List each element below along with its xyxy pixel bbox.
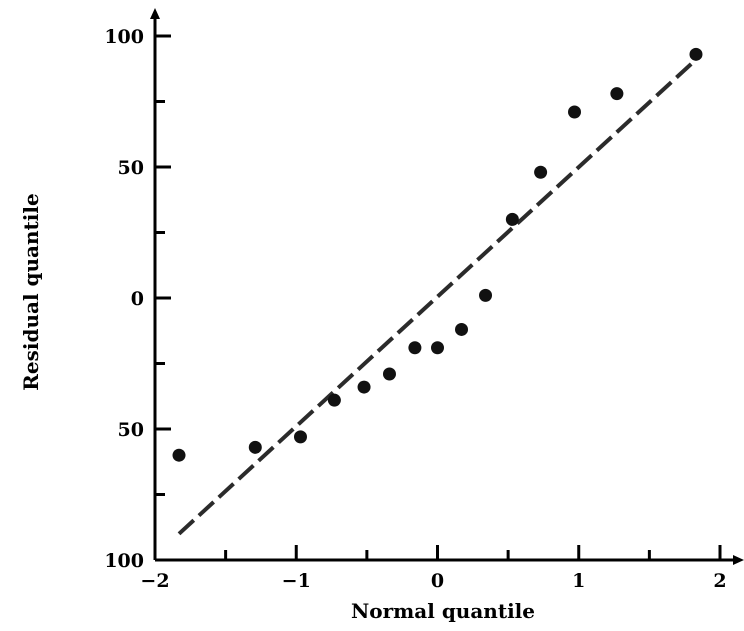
x-tick-label: 1	[572, 570, 585, 592]
reference-line	[177, 58, 698, 536]
y-tick-label: 0	[131, 288, 144, 310]
y-axis-arrow	[150, 8, 160, 19]
data-point	[408, 341, 422, 355]
x-axis-arrow	[733, 555, 744, 565]
x-tick-label: 2	[713, 570, 726, 592]
data-point	[248, 440, 262, 454]
data-point	[568, 105, 582, 119]
x-tick-label: 0	[431, 570, 444, 592]
data-point	[172, 448, 186, 462]
y-tick-label: 50	[118, 157, 144, 179]
tick-labels: −2 −1 0 1 2 100 50 0 50 100	[104, 26, 726, 592]
y-axis-title: Residual quantile	[19, 193, 43, 390]
y-tick-label: 50	[118, 419, 144, 441]
x-axis-title: Normal quantile	[351, 599, 535, 623]
y-tick-label: 100	[104, 550, 144, 572]
data-point	[293, 430, 307, 444]
data-point	[357, 380, 371, 394]
data-point	[534, 165, 548, 179]
data-point	[505, 212, 519, 226]
y-tick-label: 100	[104, 26, 144, 48]
data-point	[479, 288, 493, 302]
axes	[150, 8, 744, 565]
data-point	[382, 367, 396, 381]
data-point	[327, 393, 341, 407]
data-point	[610, 87, 624, 101]
points-layer	[172, 47, 703, 462]
reference-line-layer	[177, 58, 698, 536]
x-tick-label: −2	[140, 570, 169, 592]
x-tick-label: −1	[282, 570, 311, 592]
data-point	[455, 322, 469, 336]
data-point	[689, 47, 703, 61]
data-point	[431, 341, 444, 355]
